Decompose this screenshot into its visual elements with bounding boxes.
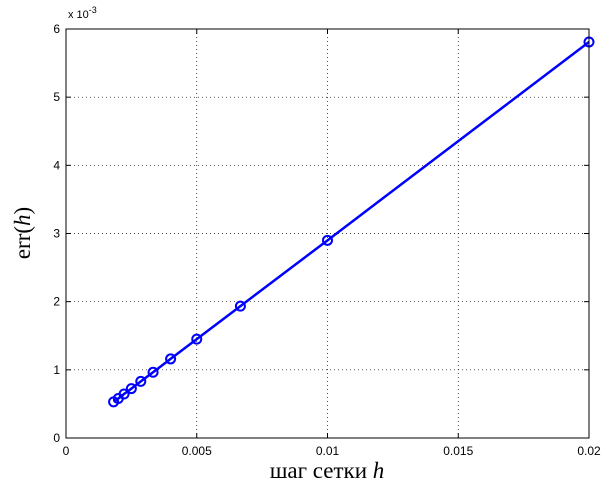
data-point-marker (191, 333, 203, 345)
x-tick-label: 0.005 (182, 444, 212, 458)
series-layer (108, 36, 595, 408)
data-point-marker (322, 234, 333, 246)
y-tick-label: 6 (53, 22, 60, 36)
y-tick-label: 4 (53, 158, 60, 172)
data-point-marker (234, 300, 246, 312)
data-point-marker (147, 366, 159, 378)
x-axis-label-variable: h (373, 458, 385, 483)
data-point-marker (125, 383, 137, 395)
y-tick-label: 3 (53, 227, 60, 241)
x-tick-label: 0.015 (443, 444, 473, 458)
y-axis-label-variable: h (10, 214, 35, 226)
y-tick-label: 5 (53, 90, 60, 104)
tick-labels: 0 0.005 0.01 0.015 0.02 0 1 2 3 4 5 6 (53, 22, 601, 458)
data-point-marker (165, 353, 177, 365)
axis-ticks (65, 28, 590, 439)
data-point-marker (118, 388, 130, 400)
x-tick-label: 0.02 (577, 444, 601, 458)
y-multiplier-exponent: -3 (89, 5, 97, 15)
data-point-marker (135, 375, 147, 387)
x-axis-label: шаг сетки h (270, 458, 385, 483)
x-tick-label: 0 (63, 444, 70, 458)
y-tick-label: 2 (53, 295, 60, 309)
y-axis-label: err(h) (10, 207, 35, 259)
y-multiplier: x 10-3 (68, 5, 97, 21)
y-tick-label: 1 (53, 363, 60, 377)
x-tick-label: 0.01 (316, 444, 340, 458)
grid-lines (66, 29, 589, 438)
y-tick-label: 0 (53, 431, 60, 445)
